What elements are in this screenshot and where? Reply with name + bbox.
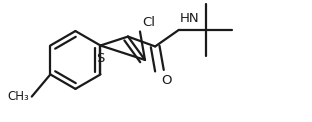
Text: HN: HN: [180, 12, 199, 25]
Text: Cl: Cl: [142, 16, 155, 29]
Text: O: O: [162, 74, 172, 87]
Text: CH₃: CH₃: [7, 90, 29, 103]
Text: S: S: [96, 52, 105, 65]
